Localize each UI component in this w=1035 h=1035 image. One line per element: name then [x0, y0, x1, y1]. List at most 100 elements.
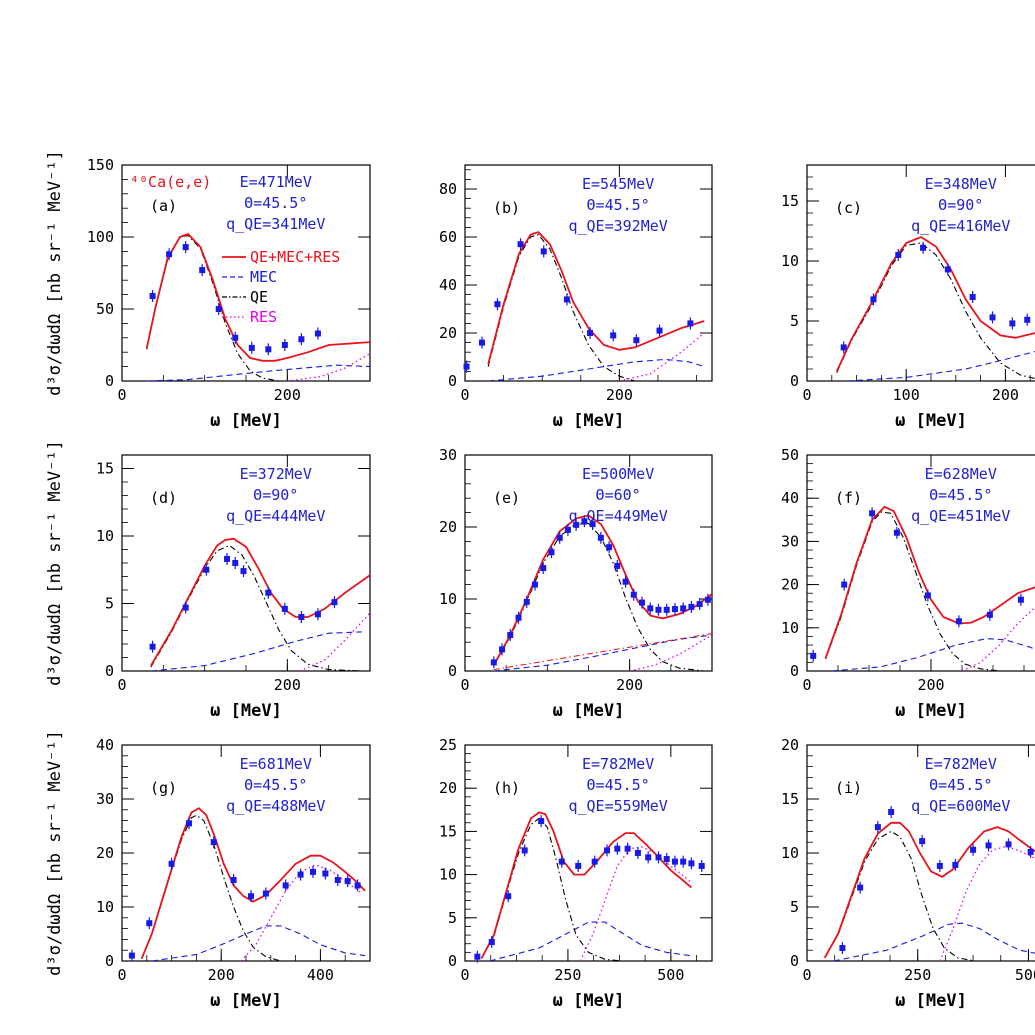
- data-point: [146, 920, 153, 927]
- panel-letter: (a): [150, 197, 177, 215]
- data-point: [630, 591, 637, 598]
- data-point: [1024, 316, 1031, 323]
- panel-b: 0 20 40 60 80 0 200 ω [MeV] (b) E=545MeV Θ=45.5° q_…: [439, 164, 713, 431]
- x-tick-label: 400: [307, 966, 334, 984]
- beam-energy: E=681MeV: [240, 755, 312, 773]
- x-tick-label: 500: [657, 966, 684, 984]
- data-point: [314, 330, 321, 337]
- x-tick-label: 0: [117, 386, 126, 404]
- qe-curve: [141, 814, 281, 961]
- y-tick-label: 40: [96, 736, 114, 754]
- data-point: [199, 267, 206, 274]
- y-tick-label: 40: [439, 276, 457, 294]
- legend-label: MEC: [250, 268, 277, 286]
- momentum-transfer: q_QE=416MeV: [911, 217, 1010, 235]
- data-point: [647, 605, 654, 612]
- x-tick-label: 0: [460, 966, 469, 984]
- y-tick-label: 40: [781, 489, 799, 507]
- total-curve: [145, 233, 370, 362]
- beam-energy: E=782MeV: [925, 755, 997, 773]
- data-point: [919, 838, 926, 845]
- momentum-transfer: q_QE=444MeV: [226, 507, 325, 525]
- data-point: [515, 614, 522, 621]
- data-point: [698, 862, 705, 869]
- plot-frame: [464, 454, 713, 672]
- data-point: [655, 854, 662, 861]
- data-point: [920, 244, 927, 251]
- beam-energy: E=348MeV: [925, 175, 997, 193]
- mec-curve: [146, 364, 370, 381]
- plot-frame: [464, 744, 713, 962]
- y-axis-label: d³σ/dωdΩ [nb sr⁻¹ MeV⁻¹]: [45, 730, 65, 976]
- data-point: [538, 818, 545, 825]
- data-point: [610, 332, 617, 339]
- momentum-transfer: q_QE=600MeV: [911, 797, 1010, 815]
- total-curve: [140, 807, 366, 959]
- plot-frame: [806, 454, 1035, 672]
- data-point: [281, 605, 288, 612]
- x-tick-label: 0: [460, 386, 469, 404]
- data-point: [1027, 848, 1034, 855]
- x-axis-label: ω [MeV]: [895, 991, 967, 1011]
- y-tick-label: 20: [439, 518, 457, 536]
- curves: [140, 807, 366, 961]
- data-point: [558, 858, 565, 865]
- y-tick-label: 15: [781, 192, 799, 210]
- plot-frame: [806, 744, 1035, 962]
- data-point: [857, 884, 864, 891]
- qe-curve: [481, 817, 622, 961]
- x-tick-label: 250: [554, 966, 581, 984]
- data-point: [696, 601, 703, 608]
- y-tick-label: 0: [448, 662, 457, 680]
- data-point: [215, 306, 222, 312]
- x-axis-label: ω [MeV]: [553, 701, 625, 721]
- data-point: [548, 549, 555, 556]
- panel-letter: (c): [835, 199, 862, 217]
- momentum-transfer: q_QE=559MeV: [568, 797, 667, 815]
- y-tick-label: 0: [105, 952, 114, 970]
- data-point: [841, 581, 848, 588]
- data-point: [298, 614, 305, 620]
- data-point: [478, 339, 485, 346]
- panel-a: 0 50 100 150 0 200 ω [MeV] d³σ/dωdΩ [nb sr⁻¹ Me…: [45, 150, 371, 431]
- x-tick-label: 200: [274, 676, 301, 694]
- data-point: [232, 560, 239, 566]
- y-tick-label: 0: [448, 952, 457, 970]
- data-point: [499, 646, 506, 653]
- data-point: [297, 871, 304, 878]
- x-tick-label: 0: [117, 966, 126, 984]
- data-point: [282, 882, 289, 889]
- qe-curve: [836, 242, 1035, 380]
- data-point: [331, 599, 338, 606]
- data-point: [614, 845, 621, 852]
- res-curve: [240, 864, 361, 961]
- y-tick-label: 10: [96, 527, 114, 545]
- scattering-angle: Θ=45.5°: [929, 486, 992, 504]
- momentum-transfer: q_QE=488MeV: [226, 797, 325, 815]
- y-tick-label: 10: [96, 898, 114, 916]
- y-tick-label: 150: [87, 156, 114, 174]
- curves: [824, 505, 1035, 671]
- data-point: [604, 847, 611, 854]
- data-point: [671, 858, 678, 865]
- panel-letter: (d): [150, 489, 177, 507]
- curves: [487, 231, 705, 381]
- qe-curve: [824, 830, 976, 961]
- y-axis-label: d³σ/dωdΩ [nb sr⁻¹ MeV⁻¹]: [45, 440, 65, 686]
- x-tick-label: 0: [802, 386, 811, 404]
- res-curve: [939, 845, 1035, 961]
- res-curve: [619, 332, 705, 381]
- data-point: [507, 632, 514, 638]
- legend-label: RES: [250, 308, 277, 326]
- mec-curve: [151, 925, 366, 961]
- data-point: [633, 337, 640, 344]
- scattering-angle: Θ=45.5°: [929, 776, 992, 794]
- mec-curve: [833, 922, 1035, 961]
- y-tick-label: 0: [790, 372, 799, 390]
- data-point: [936, 862, 943, 869]
- data-point: [494, 301, 501, 308]
- panel-letter: (e): [493, 489, 520, 507]
- data-point: [952, 861, 959, 868]
